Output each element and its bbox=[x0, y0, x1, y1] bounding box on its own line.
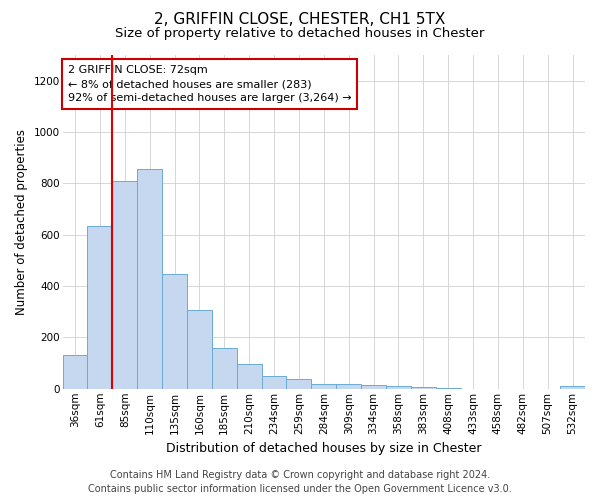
Bar bbox=[386, 386, 411, 389]
Bar bbox=[137, 169, 162, 389]
Bar bbox=[436, 388, 461, 389]
Bar bbox=[212, 348, 237, 389]
Bar bbox=[361, 385, 386, 389]
Bar bbox=[112, 182, 137, 389]
Bar bbox=[336, 384, 361, 389]
Bar bbox=[162, 274, 187, 389]
Text: 2, GRIFFIN CLOSE, CHESTER, CH1 5TX: 2, GRIFFIN CLOSE, CHESTER, CH1 5TX bbox=[154, 12, 446, 28]
Y-axis label: Number of detached properties: Number of detached properties bbox=[15, 129, 28, 315]
Bar bbox=[262, 376, 286, 389]
Text: Size of property relative to detached houses in Chester: Size of property relative to detached ho… bbox=[115, 28, 485, 40]
Bar bbox=[88, 226, 112, 389]
Bar bbox=[411, 386, 436, 389]
Bar bbox=[311, 384, 336, 389]
Text: Contains HM Land Registry data © Crown copyright and database right 2024.
Contai: Contains HM Land Registry data © Crown c… bbox=[88, 470, 512, 494]
Bar bbox=[286, 380, 311, 389]
Bar bbox=[187, 310, 212, 389]
Bar bbox=[237, 364, 262, 389]
Bar bbox=[560, 386, 585, 389]
Text: 2 GRIFFIN CLOSE: 72sqm
← 8% of detached houses are smaller (283)
92% of semi-det: 2 GRIFFIN CLOSE: 72sqm ← 8% of detached … bbox=[68, 65, 352, 103]
Bar bbox=[62, 356, 88, 389]
X-axis label: Distribution of detached houses by size in Chester: Distribution of detached houses by size … bbox=[166, 442, 482, 455]
